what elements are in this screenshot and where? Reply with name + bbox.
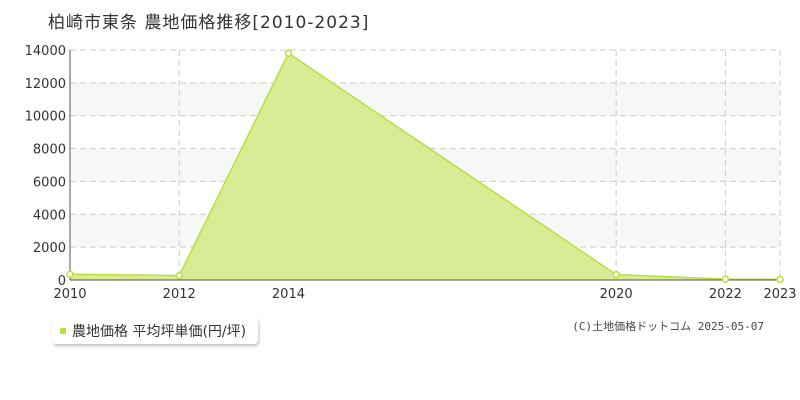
x-tick-label: 2020 <box>600 287 633 302</box>
x-tick-label: 2012 <box>163 287 196 302</box>
y-tick-label: 2000 <box>33 241 66 256</box>
series-line <box>69 52 781 281</box>
data-point <box>175 271 183 280</box>
plot-band <box>70 82 780 116</box>
x-tick-label: 2023 <box>763 287 796 302</box>
data-point <box>284 49 293 58</box>
y-tick-label: 0 <box>58 274 66 289</box>
y-tick-label: 10000 <box>25 110 66 125</box>
x-tick-label: 2010 <box>53 287 86 302</box>
copyright: (C)土地価格ドットコム 2025-05-07 <box>572 320 764 333</box>
y-tick-label: 14000 <box>25 44 66 59</box>
chart-title: 柏崎市東条 農地価格推移[2010-2023] <box>48 13 370 33</box>
x-tick-label: 2022 <box>709 287 742 302</box>
legend-label: 農地価格 平均坪単価(円/坪) <box>72 324 247 340</box>
legend-swatch <box>60 328 66 334</box>
data-point <box>66 270 74 278</box>
data-point <box>776 275 784 284</box>
x-tick-label: 2014 <box>272 287 305 302</box>
y-tick-label: 4000 <box>33 208 66 223</box>
y-tick-label: 8000 <box>33 143 66 158</box>
legend: 農地価格 平均坪単価(円/坪) <box>52 318 259 344</box>
series-area <box>70 53 780 281</box>
data-point <box>721 275 730 283</box>
y-tick-label: 6000 <box>33 175 66 190</box>
y-tick-label: 12000 <box>25 77 66 92</box>
data-point <box>612 270 620 279</box>
